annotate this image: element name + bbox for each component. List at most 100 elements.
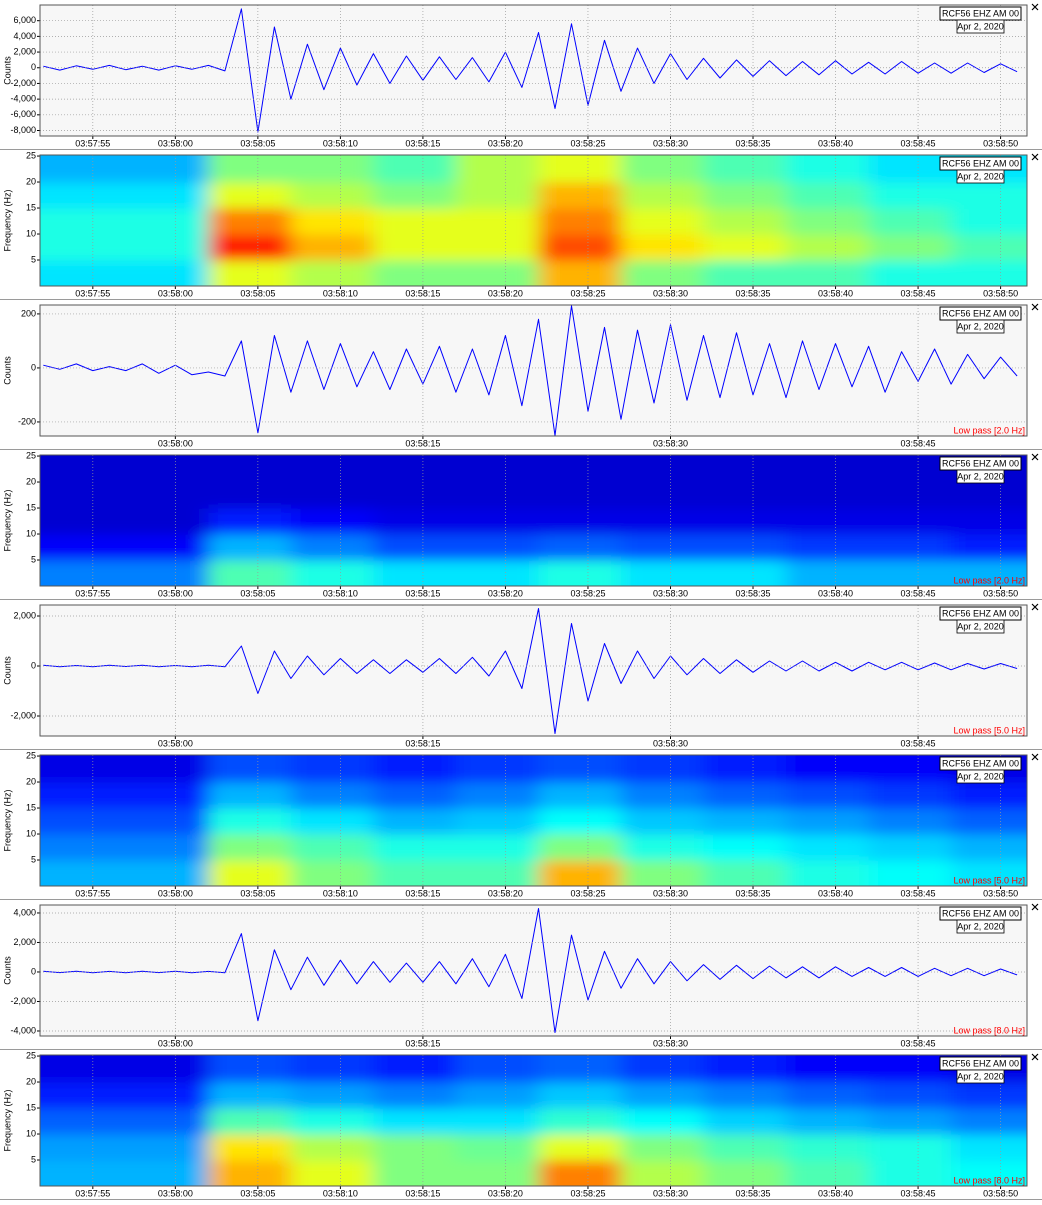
spectrogram-cell (620, 1108, 705, 1135)
spectrogram-cell (125, 155, 209, 183)
spectrogram-cell (125, 1160, 209, 1186)
plot-area (40, 605, 1027, 736)
spectrogram-cell (455, 1055, 540, 1083)
x-tick-label: 03:58:40 (818, 1188, 853, 1198)
plot-frame (39, 454, 1028, 587)
close-button[interactable] (1031, 753, 1039, 761)
close-button[interactable] (1031, 1053, 1039, 1061)
y-tick-label: 200 (21, 308, 36, 318)
spectrogram-cell (868, 808, 952, 835)
x-tick-label: 03:58:20 (488, 588, 523, 598)
spectrogram-cell (786, 1108, 870, 1135)
x-tick-label: 03:58:30 (653, 138, 688, 148)
spectrogram-cell (538, 1134, 622, 1161)
x-tick-label: 03:58:50 (983, 588, 1018, 598)
y-tick-label: 4,000 (13, 907, 36, 917)
spectrogram-cell (786, 808, 870, 835)
spectrogram-cell (290, 834, 375, 861)
spectrogram (40, 1055, 1027, 1186)
spectrogram-cell (620, 208, 705, 235)
spectrogram-cell (125, 260, 209, 286)
y-tick-label: 15 (26, 202, 36, 212)
spectrogram-cell (786, 508, 870, 535)
y-tick-label: -6,000 (10, 109, 36, 119)
spectrogram-cell (455, 1160, 540, 1186)
date-box (956, 1069, 1005, 1084)
spectrogram-cell (620, 155, 705, 183)
x-tick-label: 03:58:05 (240, 888, 275, 898)
close-button[interactable] (1031, 153, 1039, 161)
x-tick-label: 03:58:20 (488, 138, 523, 148)
spectrogram-cell (703, 1134, 787, 1161)
spectrogram-cell (620, 560, 705, 586)
filter-label: Low pass [8.0 Hz] (953, 1025, 1025, 1035)
spectrogram-cell (125, 208, 209, 235)
spectrogram-cell (703, 234, 787, 261)
x-tick-label: 03:58:05 (240, 138, 275, 148)
x-tick-label: 03:58:30 (653, 288, 688, 298)
x-tick-label: 03:58:40 (818, 888, 853, 898)
x-tick-label: 03:58:45 (901, 588, 936, 598)
y-tick-label: 0 (31, 62, 36, 72)
spectrogram-cell (538, 508, 622, 535)
spectrogram-cell (40, 860, 127, 886)
close-button[interactable] (1031, 603, 1039, 611)
x-tick-label: 03:58:40 (818, 588, 853, 598)
spectrogram-cell (868, 1082, 952, 1109)
spectrogram-cell (208, 1055, 292, 1083)
spectrogram-cell (455, 808, 540, 835)
filter-label: Low pass [5.0 Hz] (953, 875, 1025, 885)
station-label: RCF56 EHZ AM 00 (942, 8, 1019, 18)
x-tick-label: 03:58:05 (240, 1188, 275, 1198)
spectrogram-cell (208, 1082, 292, 1109)
spectrogram-cell (868, 455, 952, 483)
spectrogram-cell (538, 1108, 622, 1135)
station-label: RCF56 EHZ AM 00 (942, 758, 1019, 768)
spectrogram-cell (703, 782, 787, 809)
spectrogram-cell (538, 534, 622, 561)
x-tick-label: 03:58:15 (405, 738, 440, 748)
plot-area (40, 905, 1027, 1036)
spectrogram-cell (290, 534, 375, 561)
spectrogram-cell (868, 834, 952, 861)
close-button[interactable] (1031, 903, 1039, 911)
spectrogram-cell (455, 860, 540, 886)
x-tick-label: 03:58:05 (240, 288, 275, 298)
date-label: Apr 2, 2020 (957, 171, 1004, 181)
date-label: Apr 2, 2020 (957, 471, 1004, 481)
spectrogram-cell (290, 755, 375, 783)
spectrogram-cell (373, 834, 457, 861)
y-tick-label: -200 (18, 416, 36, 426)
x-tick-label: 03:58:00 (158, 888, 193, 898)
close-button[interactable] (1031, 303, 1039, 311)
station-label: RCF56 EHZ AM 00 (942, 158, 1019, 168)
filter-label: Low pass [8.0 Hz] (953, 1175, 1025, 1185)
station-label: RCF56 EHZ AM 00 (942, 458, 1019, 468)
spectrogram-cell (620, 455, 705, 483)
close-button[interactable] (1031, 453, 1039, 461)
spectrogram-cell (538, 782, 622, 809)
y-tick-label: 0 (31, 362, 36, 372)
spectrogram-cell (786, 1055, 870, 1083)
spectrogram-cell (373, 1108, 457, 1135)
spectrogram-cell (208, 208, 292, 235)
plot-frame (39, 4, 1028, 137)
spectrogram-cell (951, 782, 1027, 809)
x-tick-label: 03:58:25 (570, 588, 605, 598)
x-tick-label: 03:57:55 (75, 1188, 110, 1198)
spectrogram-cell (703, 808, 787, 835)
spectrogram-cell (620, 260, 705, 286)
spectrogram-cell (703, 560, 787, 586)
y-tick-label: 10 (26, 528, 36, 538)
spectrogram-cell (703, 1055, 787, 1083)
x-tick-label: 03:58:00 (158, 1038, 193, 1048)
x-tick-label: 03:58:45 (901, 738, 936, 748)
station-label: RCF56 EHZ AM 00 (942, 608, 1019, 618)
close-button[interactable] (1031, 3, 1039, 11)
waveform (43, 608, 1018, 734)
spectrogram-cell (786, 782, 870, 809)
y-axis-label: Frequency (Hz) (2, 1089, 12, 1151)
x-tick-label: 03:58:25 (570, 1188, 605, 1198)
x-tick-label: 03:58:10 (323, 138, 358, 148)
x-tick-label: 03:58:45 (901, 288, 936, 298)
